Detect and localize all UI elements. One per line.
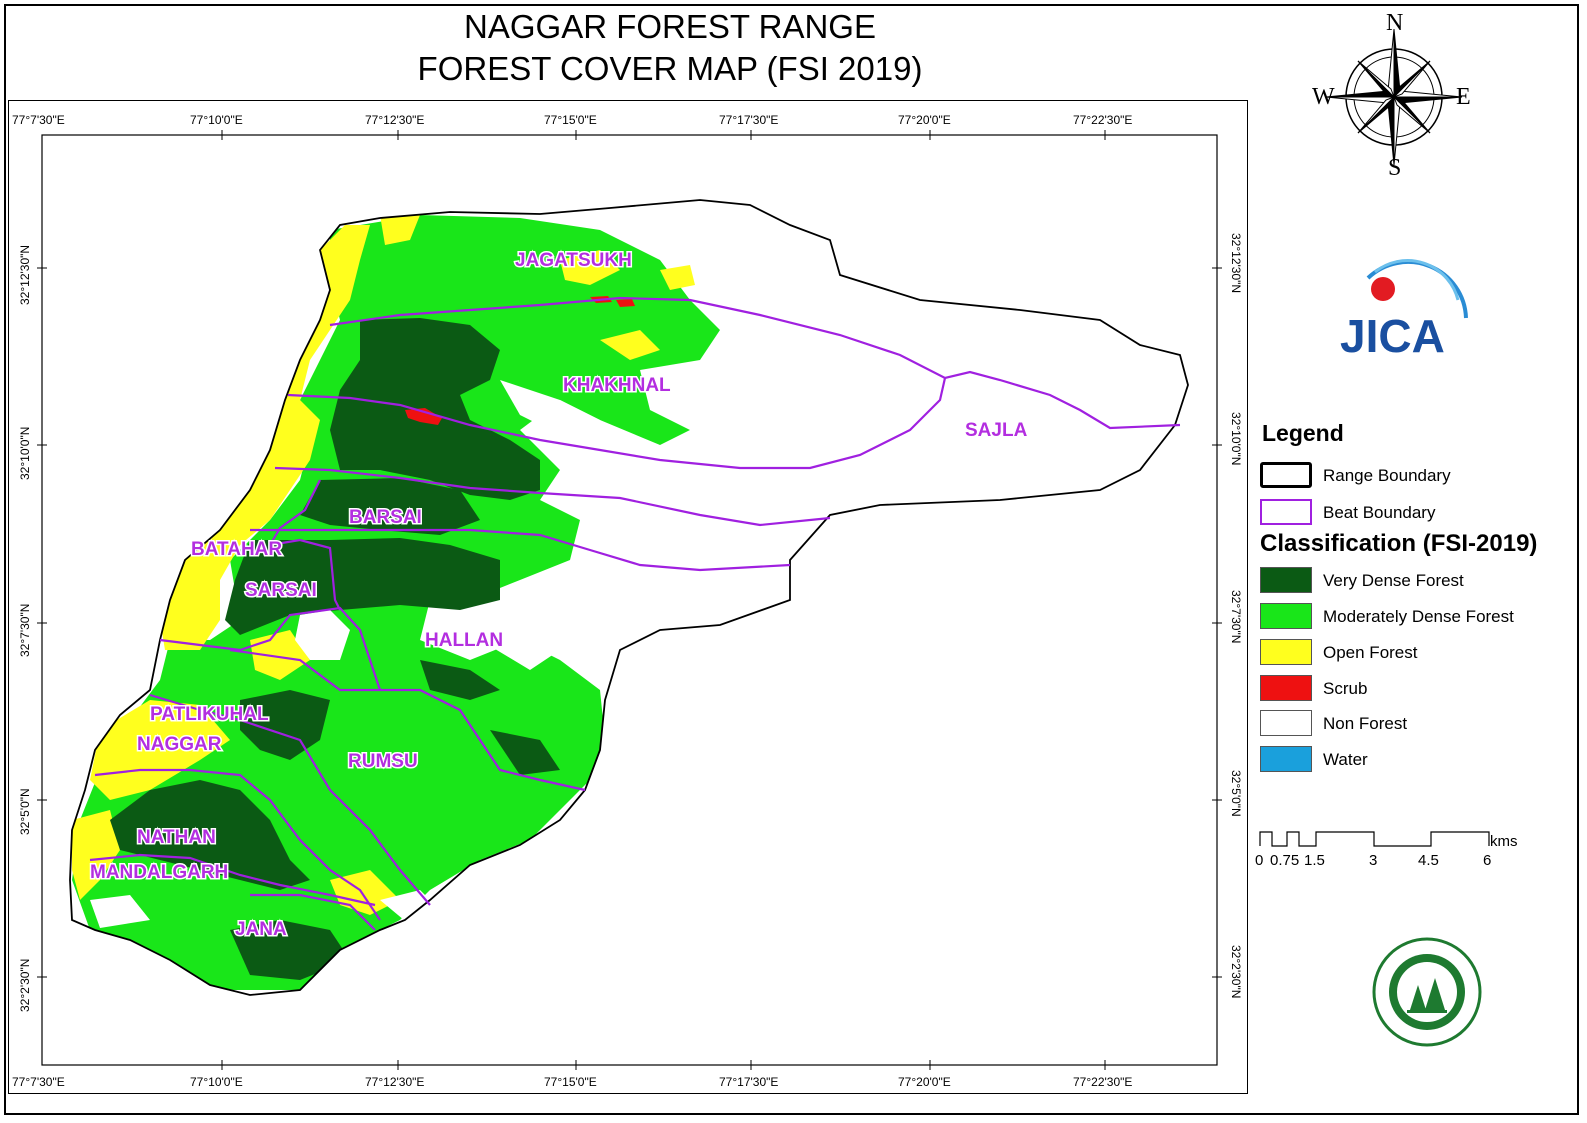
legend-label: Moderately Dense Forest bbox=[1323, 607, 1514, 626]
outer-frame bbox=[4, 4, 1579, 1115]
compass-west-label: W bbox=[1312, 84, 1335, 110]
beat-label-barsai: BARSAI bbox=[349, 507, 422, 528]
jica-wordmark: JICA bbox=[1340, 310, 1445, 362]
compass-east-label: E bbox=[1456, 84, 1471, 110]
forest-department-seal bbox=[1372, 937, 1482, 1047]
bottom-longitude-label: 77°10'0"E bbox=[190, 1075, 243, 1089]
scale-bar bbox=[1259, 831, 1490, 847]
legend-label: Beat Boundary bbox=[1323, 503, 1436, 522]
water-swatch bbox=[1260, 746, 1312, 772]
scale-unit-label: kms bbox=[1490, 833, 1518, 850]
scale-tick-label: 1.5 bbox=[1304, 852, 1325, 869]
beat-label-jagatsukh: JAGATSUKH bbox=[515, 250, 632, 271]
title-line-1: NAGGAR FOREST RANGE bbox=[464, 8, 876, 45]
non-forest-swatch bbox=[1260, 710, 1312, 736]
range-boundary-swatch bbox=[1260, 462, 1312, 488]
beat-label-rumsu: RUMSU bbox=[348, 751, 418, 772]
scrub-swatch bbox=[1260, 675, 1312, 701]
jica-logo: JICA bbox=[1340, 259, 1468, 362]
scale-tick-label: 6 bbox=[1483, 852, 1492, 869]
top-longitude-label: 77°7'30"E bbox=[12, 113, 65, 127]
legend-label: Range Boundary bbox=[1323, 466, 1451, 485]
map-frame bbox=[8, 100, 1248, 1094]
beat-label-hallan: HALLAN bbox=[425, 630, 503, 651]
moderately-dense-forest-swatch bbox=[1260, 603, 1312, 629]
bottom-longitude-label: 77°20'0"E bbox=[898, 1075, 951, 1089]
bottom-longitude-label: 77°22'30"E bbox=[1073, 1075, 1133, 1089]
title-line-2: FOREST COVER MAP (FSI 2019) bbox=[417, 50, 923, 87]
scale-tick-label: 4.5 bbox=[1418, 852, 1439, 869]
beat-boundaries bbox=[89, 296, 1181, 931]
bottom-longitude-label: 77°15'0"E bbox=[544, 1075, 597, 1089]
beat-label-mandalgarh: MANDALGARH bbox=[90, 862, 228, 883]
beat-labels: JAGATSUKH KHAKHNAL SAJLA BARSAI BATAHAR … bbox=[89, 249, 1030, 942]
bottom-longitude-label: 77°7'30"E bbox=[12, 1075, 65, 1089]
open-forest-swatch bbox=[1260, 639, 1312, 665]
scale-tick-label: 0 bbox=[1255, 852, 1264, 869]
classification-title: Classification (FSI-2019) bbox=[1260, 530, 1538, 557]
legend-label: Very Dense Forest bbox=[1323, 571, 1464, 590]
beat-label-batahar: BATAHAR bbox=[191, 539, 282, 560]
map-title: NAGGAR FOREST RANGE FOREST COVER MAP (FS… bbox=[340, 6, 1000, 90]
compass-north-label: N bbox=[1386, 10, 1404, 36]
scale-tick-label: 3 bbox=[1369, 852, 1378, 869]
very-dense-forest-swatch bbox=[1260, 567, 1312, 593]
range-boundary bbox=[69, 199, 1189, 996]
top-longitude-label: 77°20'0"E bbox=[898, 113, 951, 127]
legend-label: Water bbox=[1323, 750, 1368, 769]
beat-label-sajla: SAJLA bbox=[965, 420, 1028, 441]
scrub-area bbox=[405, 408, 442, 425]
beat-boundary-swatch bbox=[1260, 499, 1312, 525]
beat-label-jana: JANA bbox=[235, 919, 287, 940]
legend-label: Scrub bbox=[1323, 679, 1368, 698]
legend-label: Open Forest bbox=[1323, 643, 1418, 662]
top-longitude-label: 77°10'0"E bbox=[190, 113, 243, 127]
open-forest-area bbox=[160, 225, 370, 650]
legend-title: Legend bbox=[1262, 420, 1344, 446]
bottom-longitude-label: 77°12'30"E bbox=[365, 1075, 425, 1089]
compass-south-label: S bbox=[1388, 155, 1402, 181]
top-longitude-label: 77°22'30"E bbox=[1073, 113, 1133, 127]
beat-label-sarsai: SARSAI bbox=[245, 580, 317, 601]
legend-label: Non Forest bbox=[1323, 714, 1408, 733]
top-longitude-label: 77°15'0"E bbox=[544, 113, 597, 127]
top-longitude-label: 77°12'30"E bbox=[365, 113, 425, 127]
scale-tick-label: 0.75 bbox=[1270, 852, 1300, 869]
beat-label-patlikuhal: PATLIKUHAL bbox=[150, 704, 269, 725]
map-neatline bbox=[41, 134, 1218, 1066]
beat-label-nathan: NATHAN bbox=[137, 827, 216, 848]
bottom-longitude-label: 77°17'30"E bbox=[719, 1075, 779, 1089]
beat-label-khakhnal: KHAKHNAL bbox=[563, 375, 671, 396]
compass-rose bbox=[1325, 28, 1463, 166]
graticule-ticks bbox=[37, 130, 1222, 1070]
top-longitude-label: 77°17'30"E bbox=[719, 113, 779, 127]
very-dense-forest-area bbox=[330, 318, 540, 500]
beat-label-naggar: NAGGAR bbox=[137, 734, 222, 755]
